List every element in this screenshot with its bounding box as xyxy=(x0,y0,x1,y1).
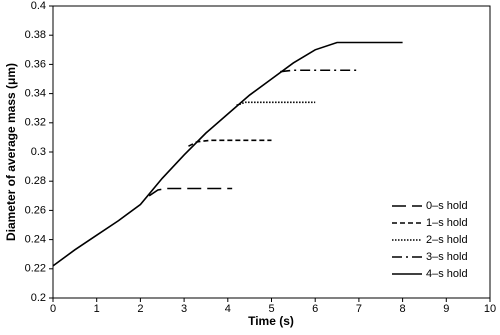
y-tick-label: 0.3 xyxy=(31,146,46,158)
x-tick-label: 8 xyxy=(400,303,406,315)
x-tick-label: 1 xyxy=(94,303,100,315)
y-tick-label: 0.28 xyxy=(25,175,46,187)
legend-label: 2–s hold xyxy=(426,234,468,246)
y-tick-label: 0.26 xyxy=(25,204,46,216)
series-line xyxy=(52,41,403,267)
x-tick-label: 5 xyxy=(268,303,274,315)
y-tick-label: 0.34 xyxy=(25,88,46,100)
y-tick-label: 0.32 xyxy=(25,117,46,129)
x-axis-title: Time (s) xyxy=(248,314,294,328)
x-tick-label: 10 xyxy=(484,303,496,315)
plot-frame xyxy=(52,5,491,299)
series-line xyxy=(188,139,272,147)
y-axis-title: Diameter of average mass (μm) xyxy=(4,63,18,241)
y-tick-label: 0.2 xyxy=(31,292,46,304)
series-line xyxy=(148,187,233,197)
x-tick-label: 2 xyxy=(137,303,143,315)
legend-label: 3–s hold xyxy=(426,251,468,263)
legend-label: 0–s hold xyxy=(426,200,468,212)
x-tick-label: 6 xyxy=(312,303,318,315)
x-tick-label: 3 xyxy=(181,303,187,315)
y-tick-label: 0.38 xyxy=(25,29,46,41)
legend-label: 1–s hold xyxy=(426,217,468,229)
x-tick-label: 9 xyxy=(443,303,449,315)
y-tick-label: 0.36 xyxy=(25,58,46,70)
x-tick-label: 7 xyxy=(356,303,362,315)
series-line xyxy=(280,69,359,73)
y-tick-label: 0.22 xyxy=(25,263,46,275)
series-line xyxy=(236,101,316,107)
x-tick-label: 0 xyxy=(50,303,56,315)
legend-label: 4–s hold xyxy=(426,268,468,280)
y-tick-label: 0.24 xyxy=(25,234,46,246)
x-tick-label: 4 xyxy=(225,303,231,315)
y-tick-label: 0.4 xyxy=(31,0,46,12)
